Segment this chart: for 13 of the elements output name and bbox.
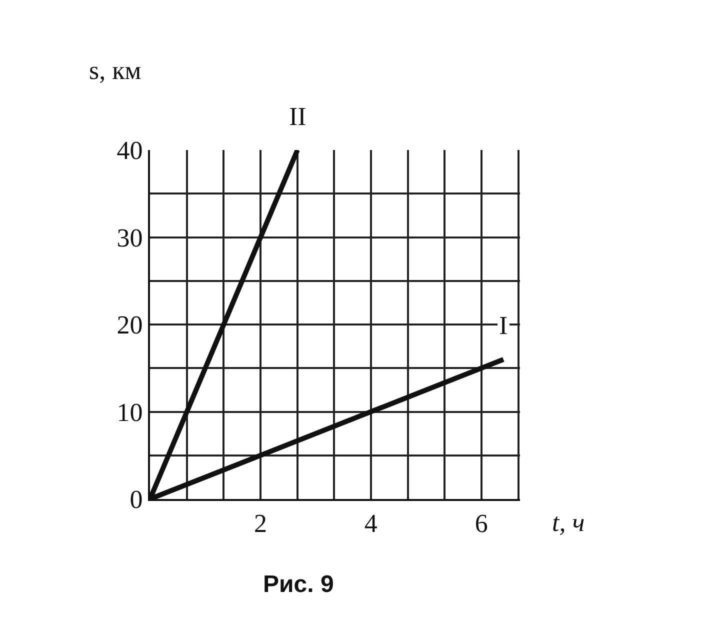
y-tick-label: 20 [116,310,143,340]
x-tick-label: 4 [364,509,378,538]
x-axis-title: t, ч [552,508,585,537]
y-axis-title: s, км [89,56,142,85]
y-tick-label: 0 [130,485,143,514]
x-tick-label: 2 [254,509,267,538]
series-label: II [289,102,306,131]
y-tick-label: 30 [116,223,143,252]
x-tick-label: 6 [474,509,488,538]
text: Рис. 9 [263,571,334,598]
y-tick-label: 10 [116,398,143,427]
series-label: I [499,311,508,340]
y-tick-label: 40 [116,136,143,166]
